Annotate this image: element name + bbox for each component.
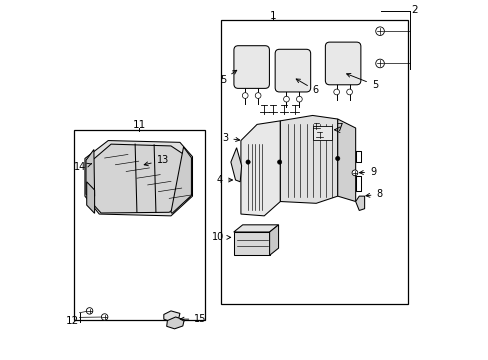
Circle shape bbox=[86, 308, 93, 314]
Circle shape bbox=[283, 96, 289, 102]
Polygon shape bbox=[86, 182, 94, 213]
Text: 1: 1 bbox=[269, 11, 276, 21]
Polygon shape bbox=[241, 121, 280, 216]
Polygon shape bbox=[171, 147, 191, 213]
Text: 5: 5 bbox=[220, 70, 236, 85]
Polygon shape bbox=[355, 196, 364, 211]
Polygon shape bbox=[86, 149, 94, 196]
FancyBboxPatch shape bbox=[325, 42, 360, 85]
Polygon shape bbox=[280, 116, 337, 203]
Circle shape bbox=[335, 156, 339, 161]
Circle shape bbox=[375, 27, 384, 36]
Circle shape bbox=[242, 93, 247, 98]
Circle shape bbox=[296, 96, 302, 102]
Text: 6: 6 bbox=[296, 79, 318, 95]
Circle shape bbox=[346, 89, 352, 95]
Circle shape bbox=[277, 160, 281, 164]
Circle shape bbox=[101, 314, 108, 320]
Text: 3: 3 bbox=[222, 133, 239, 143]
Circle shape bbox=[245, 160, 250, 164]
Text: 8: 8 bbox=[365, 189, 382, 199]
Polygon shape bbox=[91, 144, 190, 213]
Text: 2: 2 bbox=[410, 5, 417, 15]
FancyBboxPatch shape bbox=[233, 46, 269, 88]
Circle shape bbox=[333, 89, 339, 95]
Circle shape bbox=[375, 59, 384, 68]
FancyBboxPatch shape bbox=[275, 49, 310, 92]
Polygon shape bbox=[230, 148, 241, 182]
Text: 7: 7 bbox=[335, 123, 342, 133]
Polygon shape bbox=[233, 225, 278, 232]
Bar bbox=[312, 126, 332, 140]
Bar bbox=[221, 21, 407, 304]
Polygon shape bbox=[163, 311, 180, 321]
Text: 13: 13 bbox=[144, 155, 168, 166]
Bar bbox=[74, 130, 204, 320]
Polygon shape bbox=[337, 119, 355, 202]
Polygon shape bbox=[269, 225, 278, 255]
Text: 11: 11 bbox=[133, 121, 146, 130]
Polygon shape bbox=[233, 232, 269, 255]
Text: 15: 15 bbox=[180, 314, 206, 324]
Text: 5: 5 bbox=[346, 73, 377, 90]
Polygon shape bbox=[85, 140, 192, 216]
Text: 9: 9 bbox=[359, 167, 375, 177]
Text: 12: 12 bbox=[65, 316, 79, 325]
Text: 10: 10 bbox=[211, 232, 230, 242]
Circle shape bbox=[351, 170, 357, 176]
Text: 4: 4 bbox=[216, 175, 232, 185]
Text: 14: 14 bbox=[74, 162, 91, 172]
Circle shape bbox=[255, 93, 261, 98]
Polygon shape bbox=[166, 317, 184, 329]
